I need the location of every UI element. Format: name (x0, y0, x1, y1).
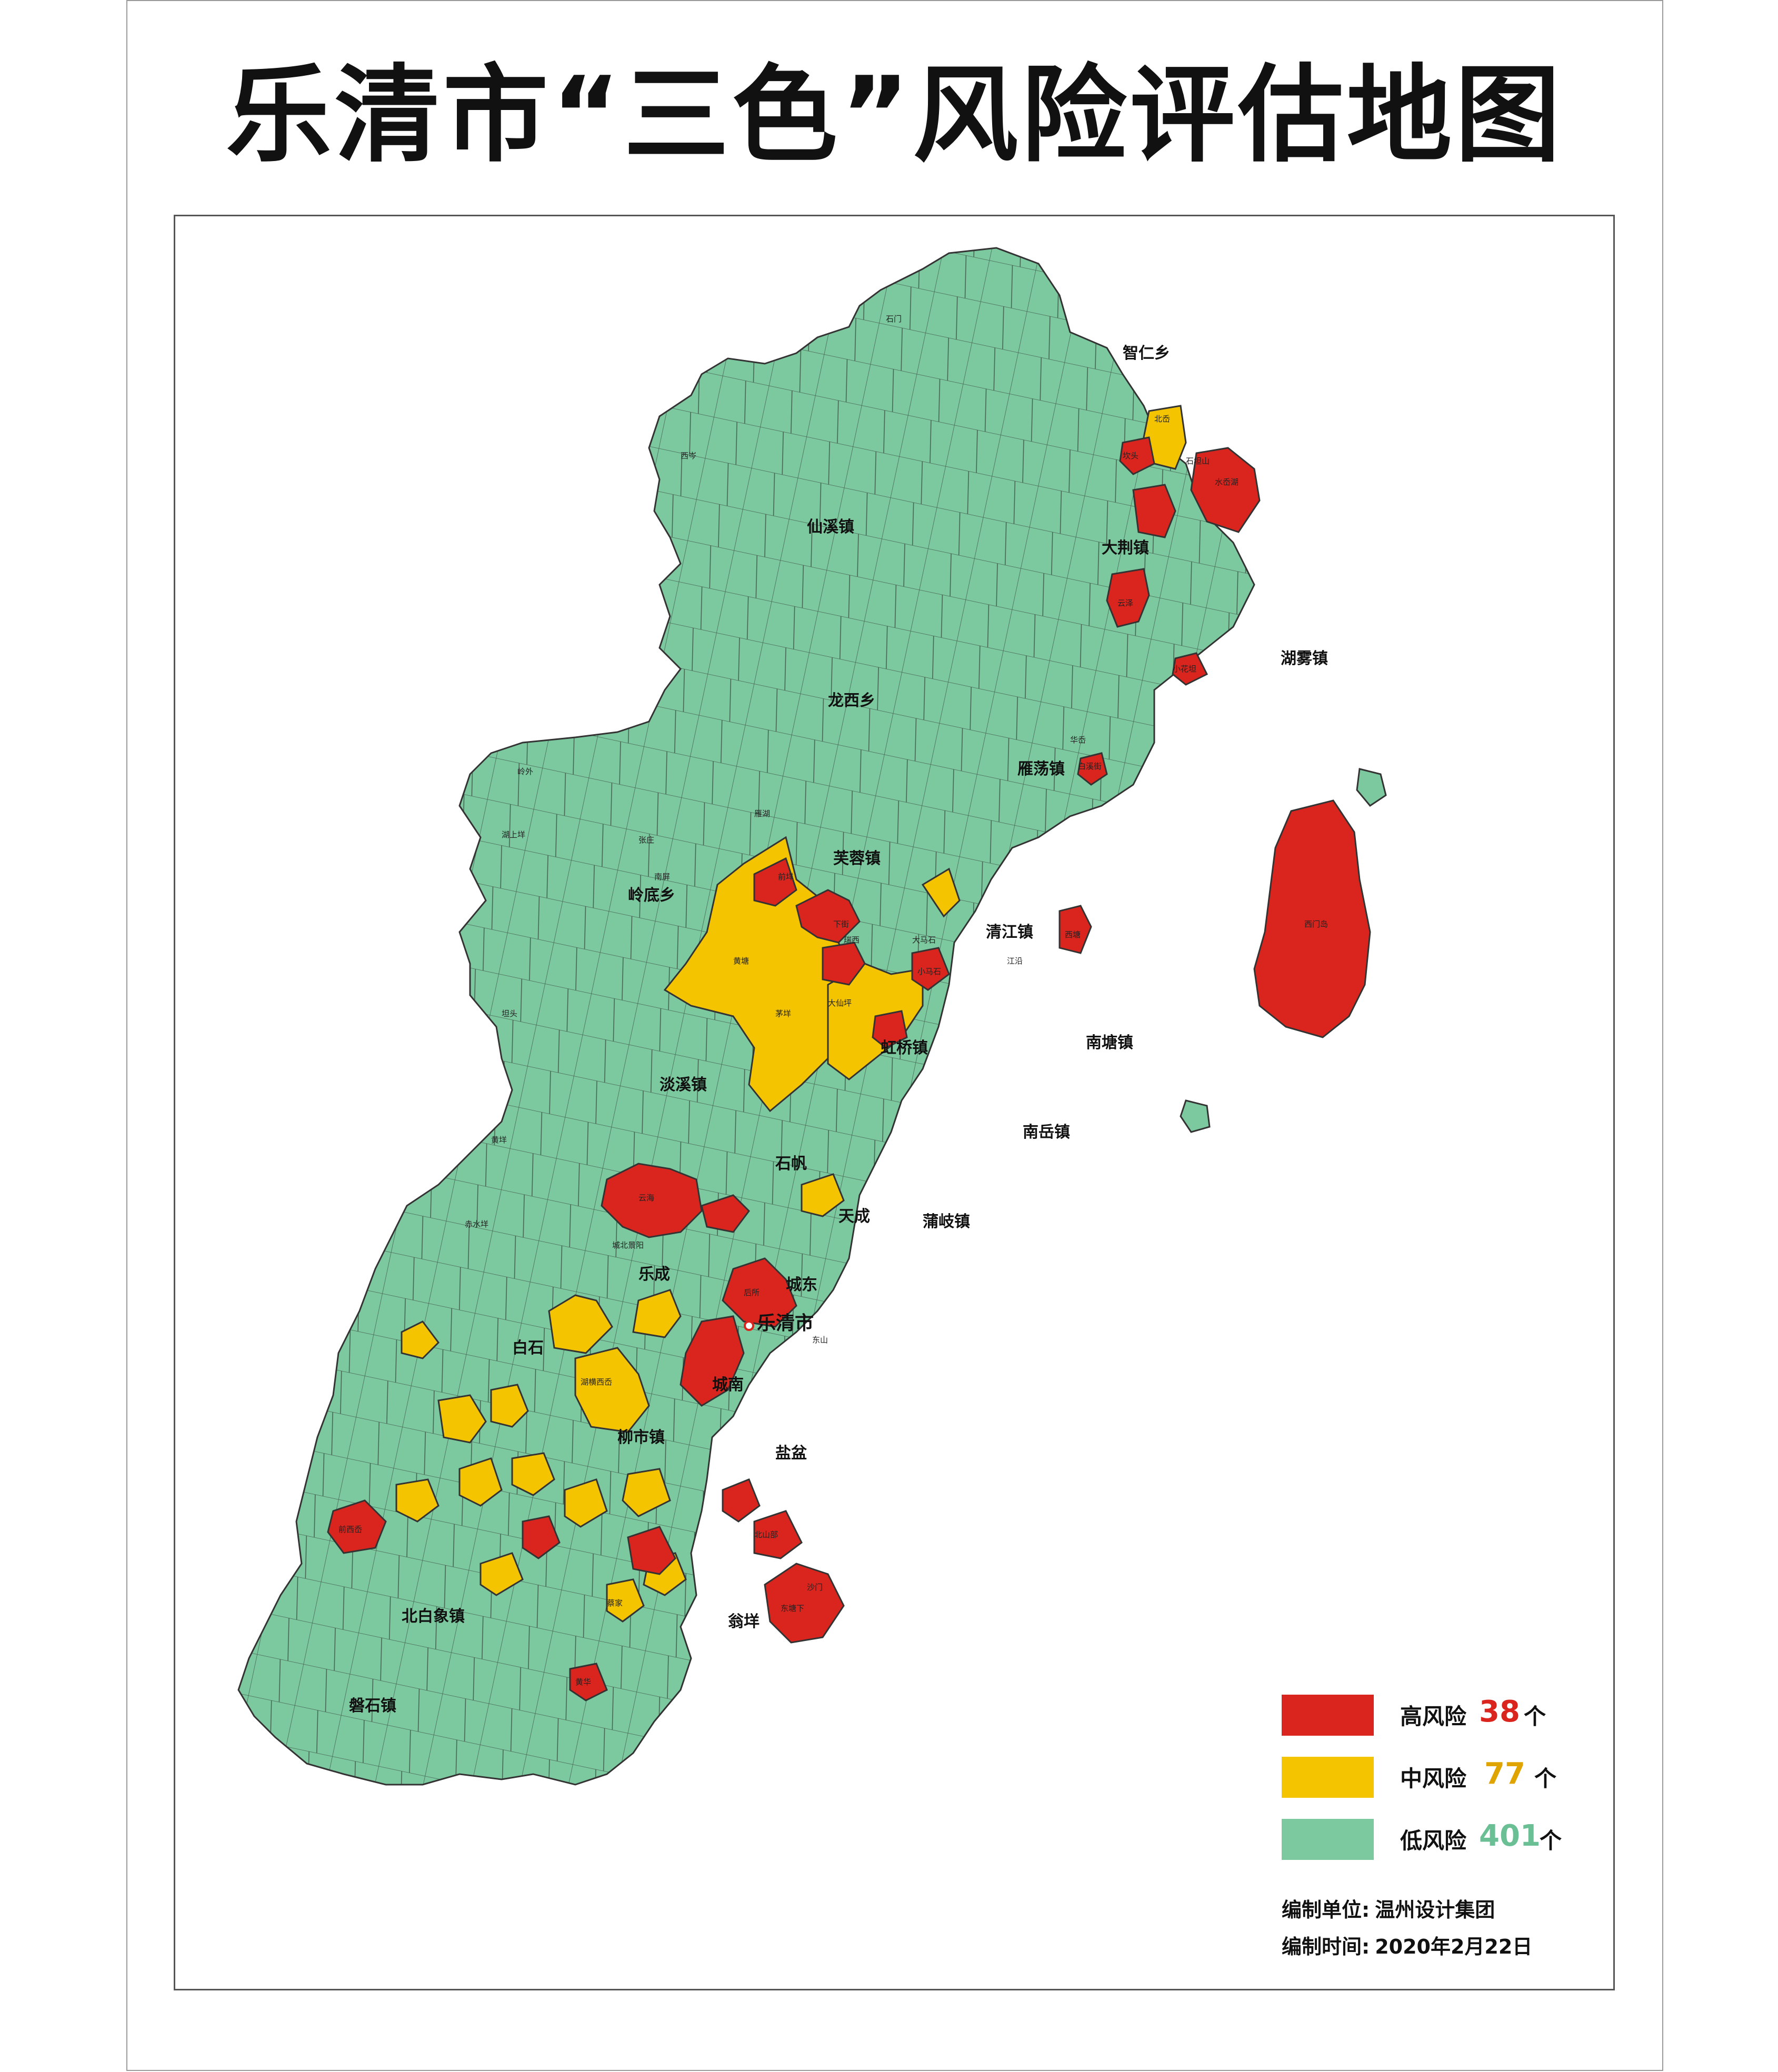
town-label: 石帆 (775, 1155, 807, 1173)
village-label: 赤水垟 (465, 1219, 488, 1229)
credit-date-label: 编制时间: (1282, 1935, 1370, 1958)
credit-date: 编制时间: 2020年2月22日 (1282, 1930, 1537, 1959)
town-label: 城东 (786, 1276, 817, 1294)
village-label: 小花坦 (1173, 664, 1196, 674)
village-label: 水岙湖 (1215, 477, 1238, 487)
village-label: 北山部 (754, 1530, 778, 1539)
village-label: 黄华 (575, 1677, 591, 1687)
island-xiemen (1253, 799, 1371, 1038)
legend-unit: 个 (1540, 1828, 1562, 1854)
map-canvas: 智仁乡 仙溪镇 大荆镇 湖雾镇 龙西乡 雁荡镇 芙蓉镇 岭底乡 清江镇 南塘镇 … (237, 247, 1387, 1786)
town-label: 乐成 (638, 1265, 670, 1284)
town-label: 蒲岐镇 (923, 1213, 970, 1231)
legend-swatch-low (1282, 1819, 1374, 1860)
town-label: 清江镇 (986, 923, 1033, 942)
town-label: 北白象镇 (402, 1607, 465, 1626)
village-label: 江沿 (1007, 956, 1023, 966)
village-label: 瑞西 (844, 935, 860, 945)
town-label: 淡溪镇 (660, 1076, 707, 1094)
town-label: 南岳镇 (1023, 1123, 1070, 1142)
village-label: 蔡家 (607, 1598, 623, 1608)
legend-row-high: 高风险 38 个 (1282, 1695, 1608, 1737)
village-label: 北岙 (1154, 414, 1170, 424)
high-risk-areas (327, 436, 1261, 1701)
village-label: 云泽 (1117, 598, 1133, 608)
credit-org-value: 温州设计集团 (1375, 1898, 1495, 1921)
village-label: 岭外 (517, 767, 533, 776)
village-label: 东山 (812, 1335, 828, 1345)
town-label: 智仁乡 (1123, 344, 1170, 363)
village-label: 大马石 (912, 935, 936, 945)
village-label: 小马石 (917, 967, 941, 976)
island-small-1 (1356, 768, 1387, 807)
village-label: 黄塘 (733, 956, 749, 966)
island-small-2 (1180, 1099, 1211, 1133)
town-label: 龙西乡 (828, 692, 875, 710)
credit-org-label: 编制单位: (1282, 1898, 1370, 1921)
legend-row-medium: 中风险 77 个 (1282, 1757, 1608, 1799)
village-label: 大仙坪 (828, 998, 852, 1008)
map-frame: 智仁乡 仙溪镇 大荆镇 湖雾镇 龙西乡 雁荡镇 芙蓉镇 岭底乡 清江镇 南塘镇 … (174, 215, 1615, 1990)
legend-label: 中风险 (1400, 1766, 1467, 1791)
village-label: 湖横西岙 (581, 1377, 612, 1387)
village-label: 下街 (833, 919, 849, 929)
village-label: 雁湖 (754, 809, 770, 818)
village-label: 张庄 (638, 835, 654, 845)
village-label: 茅垟 (775, 1009, 791, 1018)
town-label: 南塘镇 (1086, 1034, 1133, 1052)
legend-row-low: 低风险 401 个 (1282, 1819, 1608, 1861)
village-label: 后所 (744, 1288, 760, 1297)
town-label: 翁垟 (728, 1613, 760, 1631)
legend-swatch-medium (1282, 1757, 1374, 1798)
town-label: 湖雾镇 (1281, 649, 1328, 668)
town-labels: 智仁乡 仙溪镇 大荆镇 湖雾镇 龙西乡 雁荡镇 芙蓉镇 岭底乡 清江镇 南塘镇 … (349, 344, 1328, 1715)
town-label: 虹桥镇 (881, 1039, 928, 1057)
city-label: 乐清市 (757, 1313, 814, 1334)
town-label: 岭底乡 (628, 886, 675, 905)
map-title: 乐清市“三色”风险评估地图 (226, 54, 1564, 177)
town-label: 白石 (512, 1339, 544, 1357)
village-label: 西门岛 (1304, 919, 1328, 929)
village-label: 西岑 (681, 451, 696, 461)
village-label: 白溪街 (1078, 762, 1102, 771)
village-label: 前垟 (778, 872, 794, 882)
legend-swatch-high (1282, 1695, 1374, 1736)
town-label: 城南 (712, 1376, 744, 1394)
village-label: 东塘下 (781, 1604, 804, 1613)
village-label: 沙门 (807, 1583, 823, 1592)
village-label: 坦头 (502, 1009, 517, 1018)
village-label: 城北景阳 (612, 1240, 644, 1250)
village-label: 西塘 (1065, 930, 1081, 939)
village-label: 石门 (886, 314, 902, 324)
credit-date-value: 2020年2月22日 (1375, 1935, 1533, 1958)
village-labels: 西门岛 水岙湖 石坦山 北岙 坎头 云泽 白溪街 小花坦 前垟 下街 黄塘 茅垟… (338, 314, 1328, 1687)
legend-label: 高风险 (1400, 1704, 1467, 1729)
town-label: 磐石镇 (349, 1697, 396, 1715)
credit-org: 编制单位: 温州设计集团 (1282, 1894, 1500, 1923)
city-marker (744, 1320, 754, 1331)
legend-count: 401 (1479, 1819, 1541, 1853)
village-label: 湖上垟 (502, 830, 525, 839)
village-label: 云海 (638, 1193, 654, 1203)
legend-unit: 个 (1534, 1766, 1557, 1791)
town-label: 仙溪镇 (807, 518, 854, 536)
village-label: 黄垟 (491, 1135, 507, 1145)
town-label: 天成 (838, 1207, 870, 1226)
legend-count: 38 (1479, 1695, 1520, 1729)
village-label: 石坦山 (1186, 456, 1210, 466)
town-label: 芙蓉镇 (833, 849, 881, 868)
village-label: 南屏 (654, 872, 670, 882)
legend-count: 77 (1484, 1757, 1525, 1791)
legend-label: 低风险 (1400, 1828, 1467, 1854)
village-label: 坎头 (1123, 451, 1138, 461)
town-label: 雁荡镇 (1017, 760, 1065, 778)
town-label: 盐盆 (775, 1444, 807, 1463)
village-label: 前西岙 (338, 1525, 362, 1534)
town-label: 柳市镇 (617, 1428, 665, 1447)
legend-unit: 个 (1524, 1704, 1546, 1729)
town-label: 大荆镇 (1102, 539, 1149, 557)
village-label: 华岙 (1070, 735, 1086, 745)
poster-border (126, 0, 1663, 2071)
